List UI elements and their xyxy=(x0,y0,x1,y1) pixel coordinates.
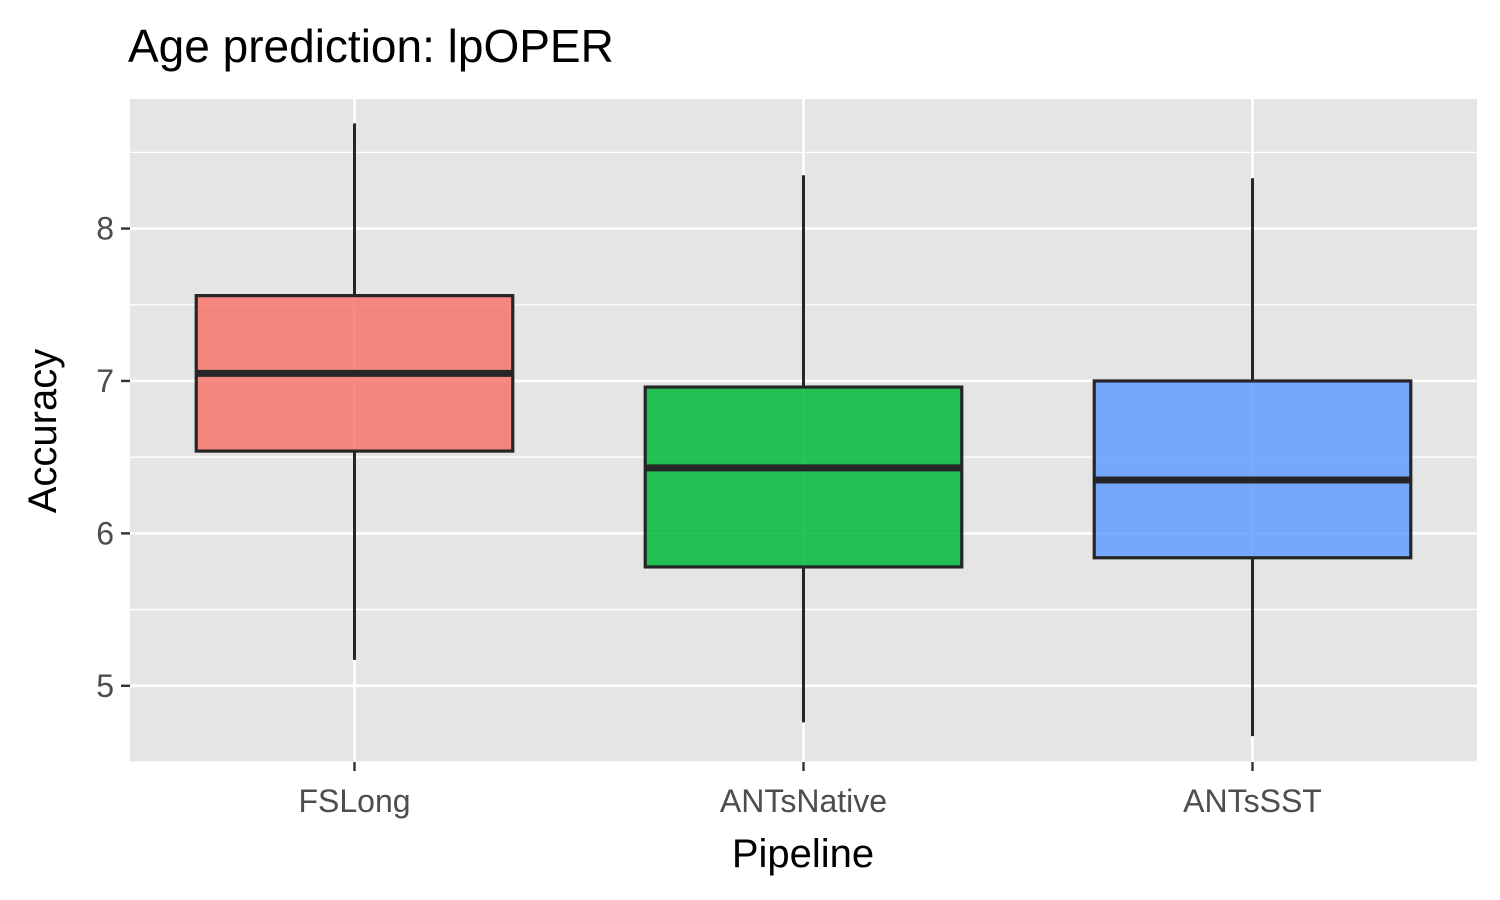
box-antssst xyxy=(1092,178,1413,737)
x-tick-label: ANTsNative xyxy=(720,783,887,819)
x-tick-label: ANTsSST xyxy=(1183,783,1322,819)
box-antsnative xyxy=(643,175,964,723)
x-axis-ticks: FSLong ANTsNative ANTsSST xyxy=(298,762,1322,819)
box-body xyxy=(643,385,964,569)
box-body xyxy=(1092,379,1413,560)
y-axis-ticks: 5 6 7 8 xyxy=(96,211,130,704)
x-tick-label: FSLong xyxy=(298,783,410,819)
y-tick-label: 6 xyxy=(96,515,114,551)
y-tick-label: 5 xyxy=(96,668,114,704)
y-tick-label: 7 xyxy=(96,363,114,399)
box-fslong xyxy=(194,123,515,660)
chart-title: Age prediction: lpOPER xyxy=(128,20,614,72)
y-axis-title: Accuracy xyxy=(21,349,65,514)
boxes xyxy=(194,123,1413,737)
y-tick-label: 8 xyxy=(96,211,114,247)
x-axis-title: Pipeline xyxy=(732,832,874,876)
